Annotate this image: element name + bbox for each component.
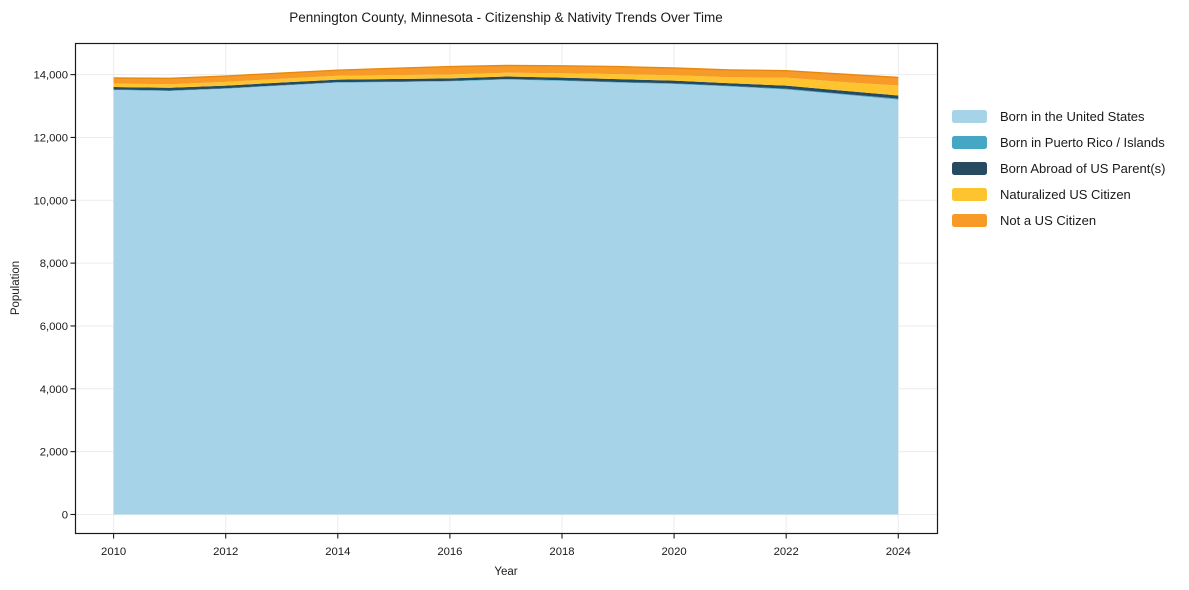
x-axis-label: Year — [494, 566, 518, 578]
legend-label: Naturalized US Citizen — [1000, 186, 1131, 202]
legend-item: Born in the United States — [952, 103, 1165, 129]
x-tick-label: 2010 — [101, 546, 126, 558]
y-tick-label: 2,000 — [40, 447, 68, 459]
legend-swatch-icon — [952, 187, 987, 201]
legend-label: Not a US Citizen — [1000, 212, 1097, 228]
y-tick-label: 8,000 — [40, 258, 68, 270]
legend-swatch-icon — [952, 135, 987, 149]
legend-label: Born in the United States — [1000, 108, 1145, 124]
legend-swatch-icon — [952, 109, 987, 123]
y-axis-label-text: Population — [10, 260, 22, 316]
y-tick-label: 0 — [62, 509, 68, 521]
legend-swatch-icon — [952, 161, 987, 175]
legend-item: Naturalized US Citizen — [952, 181, 1165, 207]
legend-swatch-icon — [952, 213, 987, 227]
legend-label: Born in Puerto Rico / Islands — [1000, 134, 1165, 150]
y-tick-label: 4,000 — [40, 384, 68, 396]
y-tick-label: 12,000 — [33, 132, 68, 144]
x-tick-label: 2012 — [213, 546, 238, 558]
area-series-2 — [113, 76, 899, 99]
y-tick-label: 6,000 — [40, 321, 68, 333]
x-tick-label: 2022 — [774, 546, 799, 558]
y-tick-label: 14,000 — [33, 70, 68, 82]
x-tick-label: 2018 — [549, 546, 574, 558]
legend-label: Born Abroad of US Parent(s) — [1000, 160, 1166, 176]
x-tick-label: 2024 — [886, 546, 911, 558]
chart-title: Pennington County, Minnesota - Citizensh… — [289, 10, 723, 25]
stack-top-edge — [113, 64, 899, 80]
plot-border — [74, 42, 939, 535]
legend: Born in the United States Born in Puerto … — [952, 103, 1165, 233]
x-tick-label: 2014 — [325, 546, 350, 558]
y-tick-label: 10,000 — [33, 195, 68, 207]
area-series-4 — [113, 65, 899, 86]
legend-item: Born Abroad of US Parent(s) — [952, 155, 1165, 181]
legend-item: Not a US Citizen — [952, 207, 1165, 233]
x-tick-label: 2016 — [437, 546, 462, 558]
legend-item: Born in Puerto Rico / Islands — [952, 129, 1165, 155]
area-series-0 — [113, 79, 899, 515]
area-series-3 — [113, 72, 899, 96]
x-tick-label: 2020 — [662, 546, 687, 558]
